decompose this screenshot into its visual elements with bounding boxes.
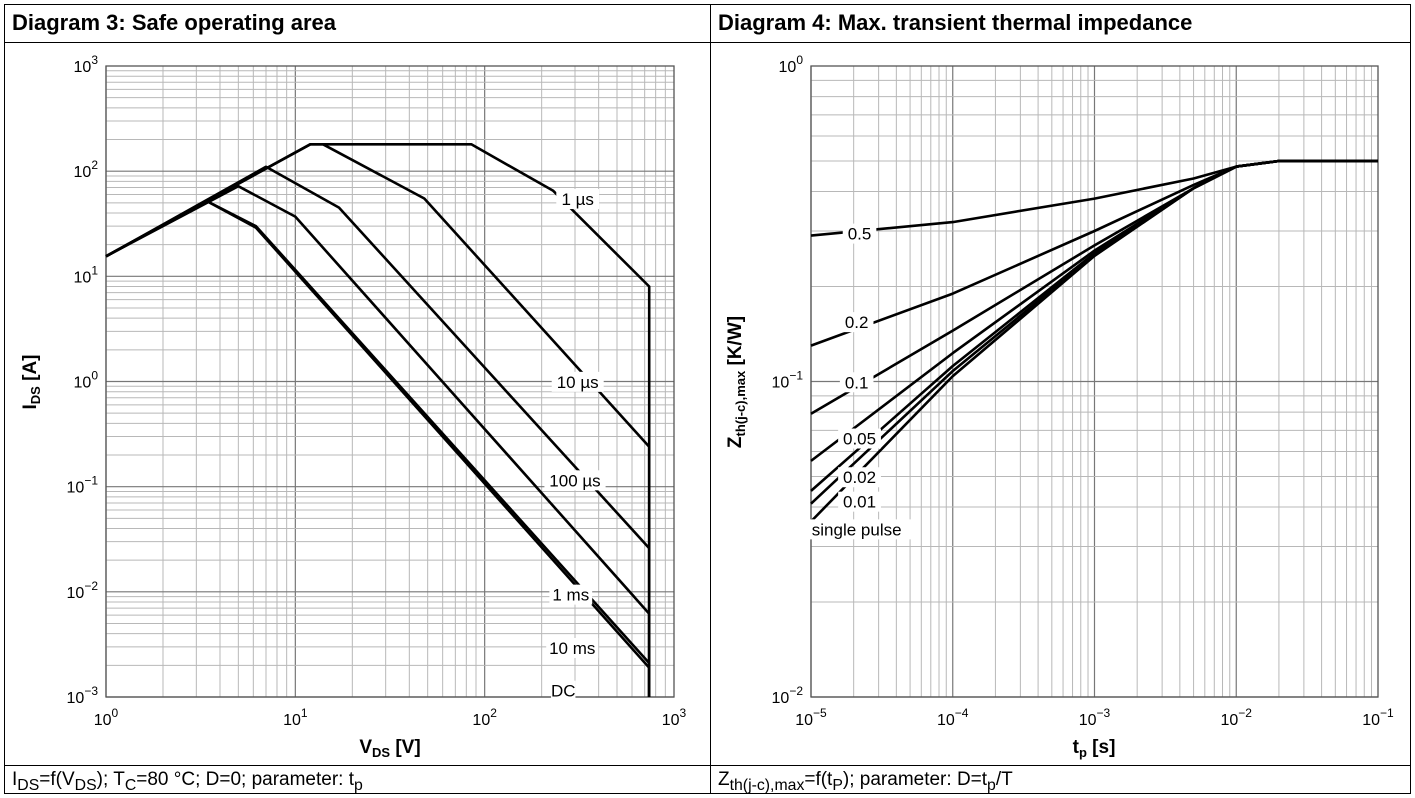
soa-annotation-bg	[551, 680, 576, 701]
zth-x-tick-label: 10−4	[937, 706, 969, 729]
soa-plot: 1 µs 10 µs 100 µs 1 ms 10 ms DC	[105, 65, 675, 701]
soa-y-axis-title: IDS [A]	[20, 355, 43, 410]
soa-series-line	[105, 199, 651, 697]
soa-caption: IDS=f(VDS); TC=80 °C; D=0; parameter: tp	[12, 769, 363, 794]
zth-caption: Zth(j-c),max=f(tP); parameter: D=tp/T	[718, 769, 1013, 794]
zth-annotation: 0.5	[848, 225, 872, 244]
zth-x-axis-title: tp [s]	[1073, 737, 1116, 760]
panel-divider	[710, 4, 711, 794]
zth-annotation-bg	[842, 223, 877, 244]
caption-divider	[4, 765, 1411, 766]
soa-x-tick-label: 102	[472, 706, 497, 729]
soa-y-tick-label: 10−2	[67, 579, 99, 602]
soa-annotation-bg	[556, 189, 600, 210]
soa-y-tick-label: 10−1	[67, 474, 99, 497]
soa-y-tick-label: 102	[74, 158, 99, 181]
zth-plot: 0.5 0.2 0.1 0.05 0.02 0.01 single pulse	[798, 65, 1379, 698]
title-divider	[4, 42, 1411, 43]
zth-y-tick-label: 10−1	[772, 369, 804, 392]
zth-y-tick-label: 100	[779, 53, 804, 76]
zth-y-tick-label: 10−2	[772, 684, 804, 707]
zth-annotation: 0.01	[843, 493, 876, 512]
zth-annotation-bg	[798, 519, 915, 540]
soa-x-tick-label: 101	[283, 706, 308, 729]
zth-annotation: 0.2	[845, 313, 869, 332]
soa-y-tick-label: 100	[74, 369, 99, 392]
soa-annotation: 10 ms	[549, 639, 595, 658]
soa-series-line	[105, 184, 651, 697]
soa-annotation-bg	[544, 470, 606, 491]
zth-annotation: single pulse	[812, 520, 902, 539]
soa-annotation: 1 ms	[552, 586, 589, 605]
soa-x-tick-label: 103	[662, 706, 687, 729]
zth-x-tick-label: 10−2	[1221, 706, 1253, 729]
zth-annotation: 0.02	[843, 468, 876, 487]
soa-series-line	[105, 165, 651, 697]
figure-frame	[4, 4, 1411, 794]
zth-annotation-bg	[839, 312, 874, 333]
soa-annotation: 1 µs	[561, 190, 593, 209]
soa-x-tick-label: 100	[94, 706, 119, 729]
soa-series-line	[105, 143, 651, 697]
soa-annotation: DC	[551, 682, 576, 701]
zth-x-tick-label: 10−1	[1362, 706, 1394, 729]
soa-y-tick-label: 10−3	[67, 684, 99, 707]
zth-annotation-bg	[839, 372, 874, 393]
zth-annotation: 0.05	[843, 430, 876, 449]
soa-annotation-bg	[551, 371, 604, 392]
soa-series-line	[105, 143, 651, 697]
zth-title: Diagram 4: Max. transient thermal impeda…	[718, 10, 1193, 35]
soa-title: Diagram 3: Safe operating area	[12, 10, 337, 35]
soa-annotation-bg	[549, 584, 593, 605]
zth-series-line	[810, 159, 1378, 523]
soa-annotation: 10 µs	[557, 373, 599, 392]
zth-annotation: 0.1	[845, 373, 869, 392]
zth-x-tick-label: 10−5	[795, 706, 827, 729]
soa-axes-frame	[105, 65, 675, 698]
soa-annotation-bg	[546, 637, 599, 658]
soa-y-tick-label: 101	[74, 263, 99, 286]
zth-x-tick-label: 10−3	[1079, 706, 1111, 729]
zth-y-axis-title: Zth(j-c),max [K/W]	[725, 316, 748, 448]
soa-y-tick-label: 103	[74, 53, 99, 76]
soa-series-line	[105, 199, 651, 697]
soa-annotation: 100 µs	[549, 471, 600, 490]
soa-x-axis-title: VDS [V]	[359, 737, 420, 760]
zth-annotation-bg	[838, 467, 881, 488]
zth-axes-frame	[810, 65, 1379, 698]
zth-annotation-bg	[838, 428, 881, 449]
zth-annotation-bg	[838, 491, 881, 512]
